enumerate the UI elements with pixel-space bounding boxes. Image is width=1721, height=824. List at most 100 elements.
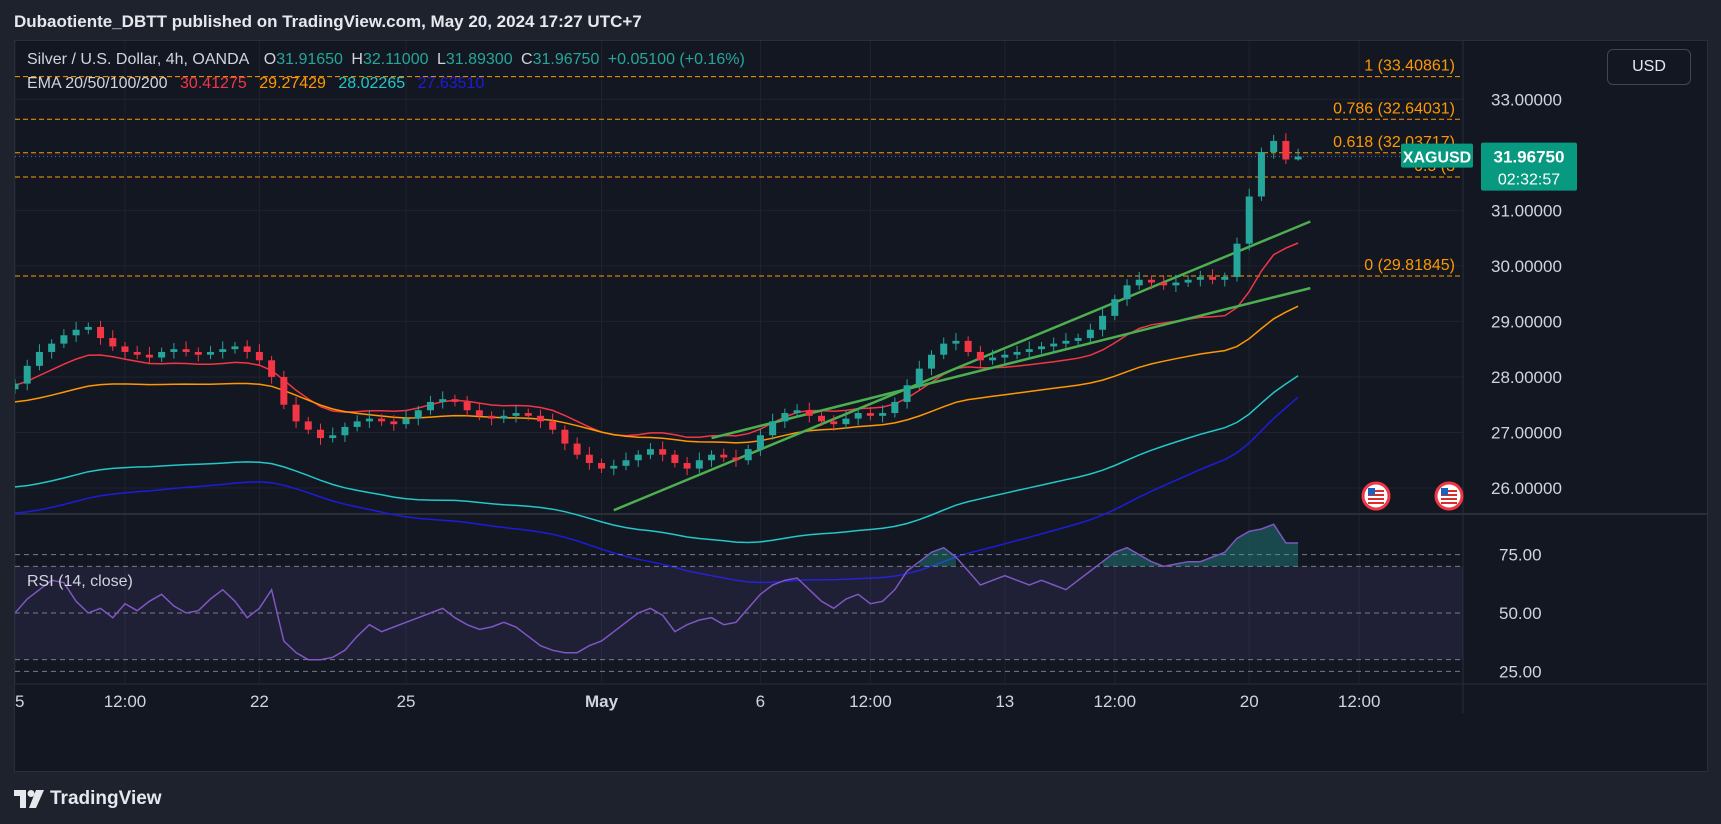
candle-body (1037, 346, 1045, 350)
candle-body (170, 349, 178, 352)
candle-body (378, 418, 386, 422)
flag-canton (1441, 488, 1448, 495)
chart-canvas[interactable]: 1 (33.40861)0.786 (32.64031)0.618 (32.03… (15, 41, 1708, 772)
candle-body (708, 454, 716, 461)
channel-trend-line (711, 286, 1311, 440)
candle-body (1184, 279, 1192, 283)
candle-body (353, 421, 361, 427)
last-price-tag (1481, 142, 1577, 191)
candle-body (1209, 277, 1217, 280)
candle-body (72, 329, 80, 336)
rsi-overbought-fill (919, 547, 956, 567)
candle-body (805, 410, 813, 416)
candle-body (1294, 156, 1302, 160)
candle-body (1160, 282, 1168, 286)
time-axis-label: May (585, 692, 619, 711)
candle-body (818, 415, 826, 422)
channel-trend-line (613, 220, 1311, 512)
price-axis-label: 27.00000 (1491, 423, 1562, 442)
fib-level-label: 1 (33.40861) (1364, 58, 1455, 75)
time-axis-label: 12:00 (849, 692, 892, 711)
candle-body (304, 421, 312, 430)
rsi-line (15, 523, 1299, 661)
candle-body (194, 351, 202, 355)
flag-stripe (1441, 498, 1457, 500)
time-axis-label: 12:00 (104, 692, 147, 711)
candle-body (683, 463, 691, 469)
price-axis-label: 33.00000 (1491, 90, 1562, 109)
symbol-tag-text: XAGUSD (1403, 150, 1471, 167)
candle-body (512, 413, 520, 416)
change-value: +0.05100 (+0.16%) (607, 51, 745, 68)
candle-body (145, 354, 153, 358)
candle-body (695, 460, 703, 469)
candle-body (268, 360, 276, 377)
candle-body (219, 349, 227, 352)
candle-body (1270, 140, 1278, 153)
candle-body (976, 351, 984, 361)
candle-body (475, 410, 483, 416)
chart-area[interactable]: 1 (33.40861) 0.786 (32.64031) 0.618 (32.03… (14, 40, 1708, 772)
ema50-value: 29.27429 (259, 75, 326, 92)
time-axis-label: 12:00 (1094, 692, 1137, 711)
flag-stripe (1368, 502, 1384, 504)
candle-body (793, 410, 801, 414)
candle-body (1172, 282, 1180, 286)
candle-body (365, 418, 373, 422)
candle-body (866, 413, 874, 416)
candle-body (97, 326, 105, 339)
candle-body (524, 413, 532, 416)
tradingview-logo-icon (14, 790, 44, 808)
ema-label: EMA 20/50/100/200 (27, 75, 168, 92)
candle-body (634, 454, 642, 461)
candle-body (1111, 299, 1119, 316)
candle-body (15, 383, 19, 390)
ema-line-100 (15, 375, 1299, 544)
candle-body (952, 340, 960, 344)
us-flag-icon (1361, 481, 1391, 511)
open-value: 31.91650 (276, 51, 343, 68)
candle-body (610, 465, 618, 469)
candle-body (536, 415, 544, 422)
tradingview-footer[interactable]: TradingView (14, 786, 162, 812)
low-label: L (436, 51, 446, 68)
candle-body (158, 351, 166, 358)
rsi-label[interactable]: RSI (14, close) (27, 573, 133, 590)
time-axis-label: 25 (397, 692, 416, 711)
candle-body (292, 404, 300, 422)
flag-stripe (1368, 498, 1384, 500)
candle-body (1245, 196, 1253, 244)
candle-body (756, 435, 764, 450)
publisher-header: Dubaotiente_DBTT published on TradingVie… (14, 12, 642, 31)
candle-body (439, 399, 447, 402)
time-axis-label: 12:00 (1338, 692, 1381, 711)
candle-body (341, 426, 349, 436)
open-label: O (263, 51, 277, 68)
candle-body (585, 454, 593, 464)
flag-stripe (1441, 494, 1457, 496)
candle-body (1099, 315, 1107, 330)
candle-body (549, 421, 557, 430)
candle-body (243, 346, 251, 352)
rsi-overbought-fill (1102, 524, 1299, 567)
symbol-name[interactable]: Silver / U.S. Dollar, 4h, OANDA (27, 51, 250, 68)
candle-body (317, 429, 324, 439)
candle-body (23, 365, 31, 384)
bar-countdown: 02:32:57 (1498, 172, 1560, 189)
candle-body (426, 401, 434, 411)
candle-body (781, 413, 789, 422)
ema-line-200 (15, 396, 1299, 584)
ema200-value: 27.63510 (417, 75, 485, 92)
candle-body (451, 399, 459, 402)
ema100-value: 28.02265 (338, 75, 406, 92)
candle-body (903, 385, 911, 402)
time-axis-label: 22 (250, 692, 269, 711)
candle-body (1001, 354, 1009, 358)
last-price-value: 31.96750 (1494, 148, 1565, 167)
currency-button[interactable]: USD (1607, 49, 1691, 85)
candle-body (402, 418, 410, 425)
close-value: 31.96750 (532, 51, 600, 68)
candle-body (329, 435, 337, 439)
candle-body (121, 346, 129, 352)
ema-legend[interactable]: EMA 20/50/100/200 30.41275 29.27429 28.0… (27, 75, 488, 93)
